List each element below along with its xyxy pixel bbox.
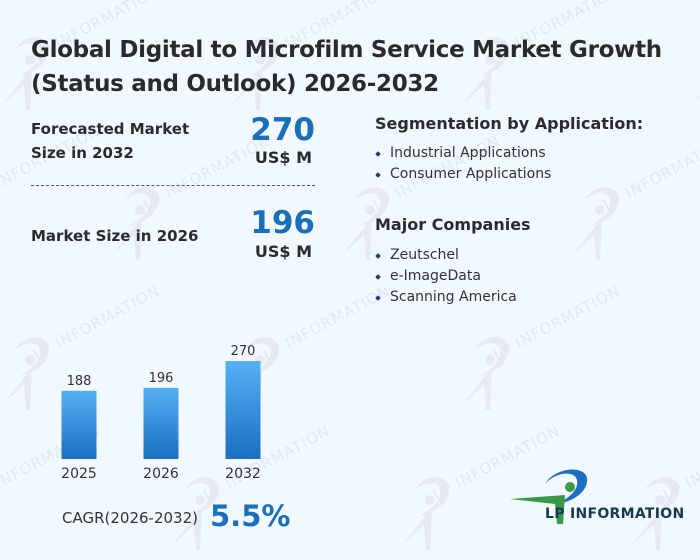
companies-title: Major Companies bbox=[375, 215, 531, 234]
current-unit: US$ M bbox=[254, 242, 312, 261]
company-item: e-ImageData bbox=[375, 266, 517, 287]
data-label-2026: 196 bbox=[149, 371, 174, 386]
forecast-label-line2: Size in 2032 bbox=[31, 144, 134, 162]
forecast-label: Forecasted Market Size in 2032 bbox=[31, 117, 189, 165]
lp-information-logo-icon bbox=[510, 469, 588, 524]
bar-2025 bbox=[61, 390, 97, 459]
segmentation-item: Consumer Applications bbox=[375, 164, 551, 185]
x-tick-2032: 2032 bbox=[225, 466, 261, 482]
current-value: 196 bbox=[250, 205, 315, 241]
forecast-label-line1: Forecasted Market bbox=[31, 120, 190, 138]
companies-list: Zeutschel e-ImageData Scanning America bbox=[375, 245, 517, 308]
bar-2032 bbox=[225, 361, 261, 459]
segmentation-item: Industrial Applications bbox=[375, 143, 551, 164]
data-label-2032: 270 bbox=[231, 344, 256, 359]
data-label-2025: 188 bbox=[67, 374, 92, 389]
logo-text: LP INFORMATION bbox=[545, 506, 685, 522]
segmentation-title: Segmentation by Application: bbox=[375, 114, 644, 133]
forecast-unit: US$ M bbox=[254, 148, 312, 167]
company-item: Zeutschel bbox=[375, 245, 517, 266]
cagr-value: 5.5% bbox=[210, 499, 291, 533]
cagr-label: CAGR(2026-2032) bbox=[62, 509, 198, 527]
x-tick-2025: 2025 bbox=[61, 466, 97, 482]
x-tick-2026: 2026 bbox=[143, 466, 179, 482]
divider bbox=[31, 185, 315, 186]
segmentation-list: Industrial Applications Consumer Applica… bbox=[375, 143, 551, 185]
company-item: Scanning America bbox=[375, 287, 517, 308]
forecast-value: 270 bbox=[250, 112, 315, 148]
bar-2026 bbox=[143, 387, 179, 459]
